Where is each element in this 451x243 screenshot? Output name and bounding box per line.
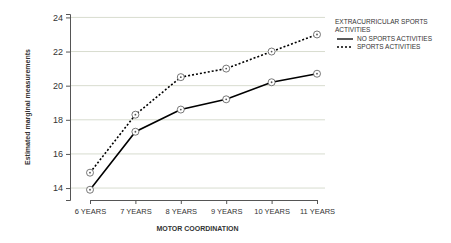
point	[268, 48, 275, 55]
y-tick-mark	[66, 188, 70, 189]
y-tick-label: 14	[53, 183, 63, 193]
y-tick: 14	[53, 183, 70, 193]
y-tick-label: 22	[53, 47, 63, 57]
point-ring	[177, 74, 184, 81]
y-axis-line	[66, 15, 71, 201]
point-ring	[87, 186, 94, 193]
x-tick-mark	[90, 200, 91, 204]
point	[314, 70, 321, 77]
legend-swatch	[337, 38, 353, 39]
y-axis: 14 16 18 20 22 24	[53, 13, 71, 201]
point-dot	[180, 109, 182, 111]
y-tick-mark	[66, 120, 70, 121]
x-tick: 11 YEARS	[300, 200, 335, 216]
point-ring	[177, 106, 184, 113]
point-ring	[223, 96, 230, 103]
point-ring	[223, 65, 230, 72]
point-ring	[268, 48, 275, 55]
series-group	[87, 31, 321, 193]
x-tick-mark	[226, 200, 227, 204]
point-dot	[225, 98, 227, 100]
point-ring	[132, 128, 139, 135]
point	[223, 65, 230, 72]
x-tick-label: 11 YEARS	[300, 207, 335, 216]
x-tick: 7 YEARS	[120, 200, 152, 216]
grid-line	[70, 85, 325, 86]
y-tick-mark	[66, 86, 70, 87]
point-ring	[314, 70, 321, 77]
y-axis-title: Estimated marginal measurements	[24, 49, 32, 165]
point-dot	[225, 68, 227, 70]
plot-area: 14 16 18 20 22 24 6 YEARS 7 YEARS 8 YEARS 9 YEARS…	[53, 13, 335, 216]
point-ring	[87, 169, 94, 176]
x-tick: 8 YEARS	[166, 200, 198, 216]
point	[268, 79, 275, 86]
y-tick-label: 18	[53, 115, 63, 125]
point-dot	[271, 81, 273, 83]
legend: EXTRACURRICULAR SPORTSACTIVITIES NO SPORT…	[335, 18, 433, 50]
y-tick: 16	[53, 149, 70, 159]
point	[223, 96, 230, 103]
grid-line	[70, 188, 325, 189]
y-tick-mark	[66, 154, 70, 155]
point-ring	[132, 111, 139, 118]
grid-line	[70, 153, 325, 154]
x-axis-line	[91, 201, 318, 205]
x-tick-label: 7 YEARS	[120, 207, 152, 216]
point-dot	[271, 51, 273, 53]
chart: 14 16 18 20 22 24 6 YEARS 7 YEARS 8 YEARS 9 YEARS…	[0, 0, 451, 243]
point	[314, 31, 321, 38]
y-tick-mark	[66, 17, 70, 18]
x-tick-label: 6 YEARS	[75, 207, 107, 216]
point	[132, 111, 139, 118]
x-tick: 6 YEARS	[75, 200, 107, 216]
y-tick-mark	[66, 52, 70, 53]
y-tick-label: 20	[53, 81, 63, 91]
legend-title: EXTRACURRICULAR SPORTSACTIVITIES	[335, 18, 428, 33]
x-tick: 10 YEARS	[254, 200, 290, 216]
series-line	[90, 74, 317, 190]
point-dot	[89, 172, 91, 174]
y-tick: 20	[53, 81, 70, 91]
point-dot	[316, 34, 318, 36]
point	[87, 169, 94, 176]
grid-line	[70, 119, 325, 120]
x-tick-label: 9 YEARS	[211, 207, 243, 216]
legend-label: NO SPORTS ACTIVITIES	[357, 35, 433, 42]
point-dot	[135, 114, 137, 116]
y-tick: 24	[53, 13, 70, 23]
point	[87, 186, 94, 193]
x-tick-mark	[272, 200, 273, 204]
x-tick-mark	[135, 200, 136, 204]
x-tick-label: 8 YEARS	[166, 207, 198, 216]
point	[132, 128, 139, 135]
point	[177, 74, 184, 81]
point-ring	[314, 31, 321, 38]
point-dot	[89, 189, 91, 191]
x-axis: 6 YEARS 7 YEARS 8 YEARS 9 YEARS 10 YEARS 11 Y…	[75, 200, 335, 216]
legend-swatch	[337, 46, 353, 47]
grid-line	[70, 17, 325, 18]
legend-label: SPORTS ACTIVITIES	[357, 43, 421, 50]
point-dot	[135, 131, 137, 133]
point-dot	[180, 76, 182, 78]
y-tick-label: 24	[53, 13, 63, 23]
y-tick: 18	[53, 115, 70, 125]
x-tick: 9 YEARS	[211, 200, 243, 216]
grid-line	[70, 51, 325, 52]
x-tick-label: 10 YEARS	[254, 207, 290, 216]
x-tick-mark	[181, 200, 182, 204]
x-tick-mark	[317, 200, 318, 204]
point	[177, 106, 184, 113]
y-tick: 22	[53, 47, 70, 57]
point-ring	[268, 79, 275, 86]
grid	[70, 17, 325, 188]
point-dot	[316, 73, 318, 75]
series-line	[90, 34, 317, 172]
y-tick-label: 16	[53, 149, 63, 159]
x-axis-title: MOTOR COORDINATION	[156, 225, 238, 232]
